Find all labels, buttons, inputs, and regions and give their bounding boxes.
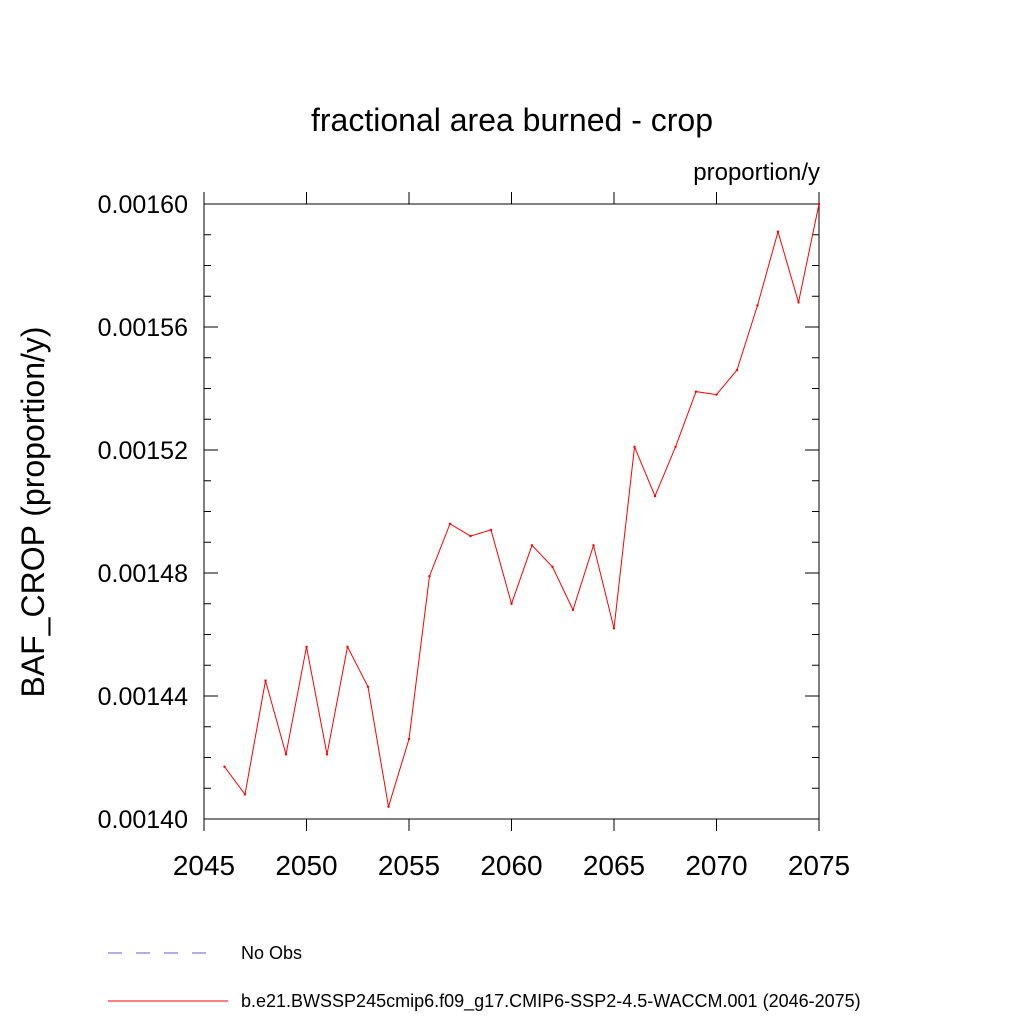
- data-point: [305, 645, 308, 648]
- y-axis-label: BAF_CROP (proportion/y): [15, 326, 51, 697]
- data-point: [448, 522, 452, 525]
- data-point: [264, 679, 267, 682]
- y-tick-labels: 0.00140 0.00144 0.00148 0.00152 0.00156 0.001…: [98, 191, 188, 834]
- units-label: proportion/y: [693, 159, 820, 186]
- x-tick-label: 2070: [685, 850, 747, 881]
- legend-label-model: b.e21.BWSSP245cmip6.f09_g17.CMIP6-SSP2-4…: [241, 991, 861, 1012]
- data-point: [571, 608, 575, 612]
- y-tick-label: 0.00156: [98, 314, 188, 342]
- data-point: [735, 368, 739, 372]
- x-tick-label: 2050: [275, 850, 337, 881]
- data-points: [223, 202, 821, 808]
- y-tick-label: 0.00152: [98, 437, 188, 465]
- data-point: [633, 445, 636, 449]
- data-point: [489, 528, 493, 532]
- data-point: [612, 627, 616, 630]
- data-point: [776, 230, 780, 233]
- data-point: [797, 301, 800, 304]
- data-point: [243, 793, 247, 796]
- data-point: [346, 645, 349, 648]
- data-point: [817, 202, 821, 206]
- data-point: [510, 602, 513, 605]
- data-point: [366, 685, 370, 688]
- legend: No Obs b.e21.BWSSP245cmip6.f09_g17.CMIP6…: [108, 943, 861, 1012]
- data-point: [387, 805, 390, 808]
- data-point: [325, 753, 329, 756]
- data-point: [223, 765, 226, 768]
- data-point: [674, 445, 677, 449]
- data-point: [469, 534, 472, 538]
- data-point: [551, 565, 554, 569]
- data-point: [428, 574, 431, 578]
- series-line: [224, 203, 820, 807]
- axis-ticks: [203, 192, 820, 831]
- y-tick-label: 0.00148: [98, 560, 188, 588]
- data-point: [592, 544, 595, 547]
- y-tick-label: 0.00144: [98, 683, 188, 711]
- legend-label-no-obs: No Obs: [241, 943, 302, 963]
- x-tick-label: 2055: [378, 850, 440, 881]
- plot-frame: [203, 203, 820, 820]
- data-point: [694, 390, 698, 393]
- chart-title: fractional area burned - crop: [311, 102, 713, 138]
- x-tick-label: 2060: [480, 850, 542, 881]
- x-tick-label: 2065: [583, 850, 645, 881]
- data-point: [653, 494, 657, 498]
- data-point: [530, 544, 534, 547]
- data-point: [284, 753, 288, 756]
- y-tick-label: 0.00160: [98, 191, 188, 219]
- data-point: [715, 393, 718, 396]
- x-tick-labels: 2045 2050 2055 2060 2065 2070 2075: [173, 850, 850, 881]
- x-tick-label: 2075: [788, 850, 850, 881]
- data-point: [407, 737, 411, 741]
- x-tick-label: 2045: [173, 850, 235, 881]
- y-tick-label: 0.00140: [98, 806, 188, 834]
- data-point: [756, 304, 759, 307]
